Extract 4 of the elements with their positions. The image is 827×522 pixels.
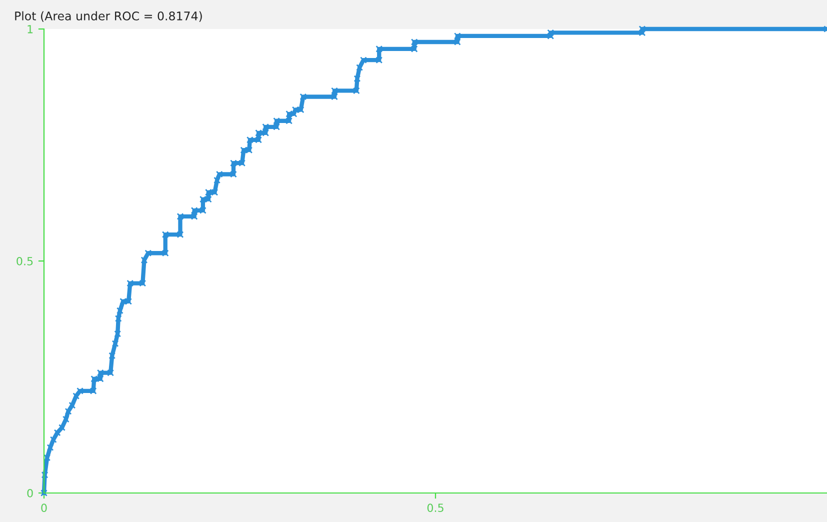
y-tick-label: 0 xyxy=(27,488,33,498)
chart-title: Plot (Area under ROC = 0.8174) xyxy=(15,11,202,22)
y-tick-label: 1 xyxy=(28,25,33,34)
y-tick-label: 0.5 xyxy=(16,256,33,266)
